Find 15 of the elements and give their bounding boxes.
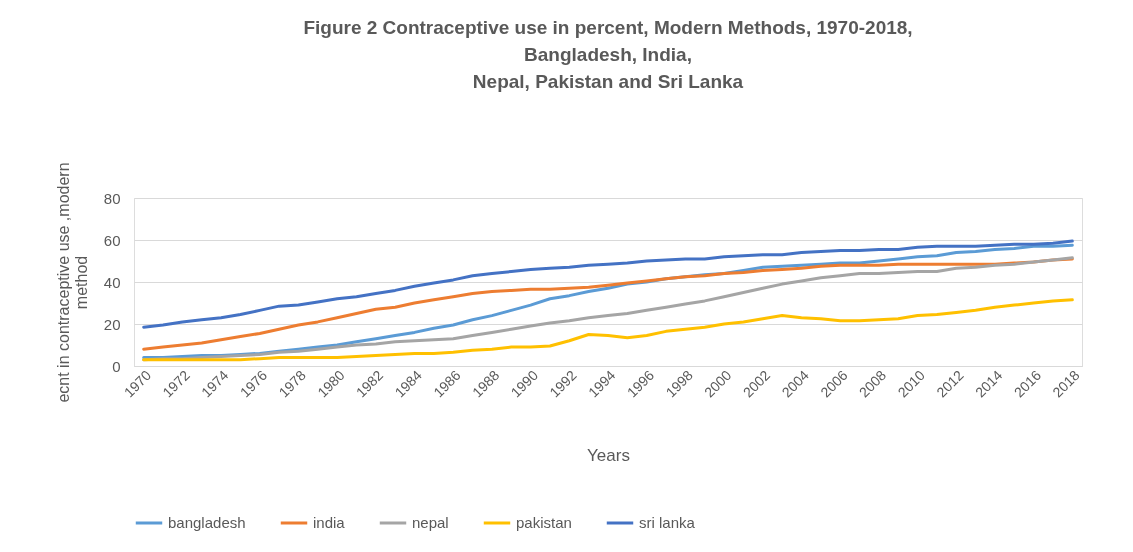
- y-tick-label: 40: [103, 273, 121, 291]
- line-series: [142, 239, 1074, 329]
- legend-label: sri lanka: [639, 514, 696, 531]
- chart-title: Figure 2 Contraceptive use in percent, Modern Methods, 1970-2018, Bangladesh, India, Nepal, Pakistan and Sri Lanka: [303, 16, 913, 92]
- y-tick-label: 60: [103, 231, 121, 249]
- legend-label: pakistan: [516, 514, 572, 531]
- legend-label: bangladesh: [168, 514, 246, 531]
- legend-label: nepal: [412, 514, 449, 531]
- y-axis-title: ecnt in contraceptive use ,modern method: [54, 162, 90, 403]
- x-axis-title: Years: [587, 446, 630, 466]
- y-tick-label: 80: [103, 189, 121, 207]
- legend-label: india: [313, 514, 346, 531]
- line-series: [142, 298, 1074, 362]
- y-tick-label: 0: [112, 357, 121, 375]
- y-tick-label: 20: [103, 315, 121, 333]
